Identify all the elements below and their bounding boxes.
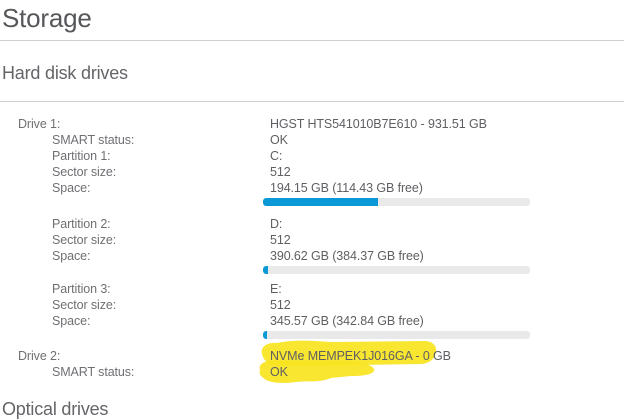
partition2-usage-bar: [263, 266, 530, 274]
partition2-label: Partition 2:: [52, 217, 111, 231]
partition3-space-value: 345.57 GB (342.84 GB free): [270, 314, 424, 328]
partition1-row: Partition 1: C:: [0, 148, 624, 164]
partition3-usage-bar-row: [0, 329, 624, 340]
divider-under-title: [0, 40, 624, 41]
partition3-row: Partition 3: E:: [0, 281, 624, 297]
drive2-label: Drive 2:: [18, 349, 61, 363]
sector-size-label: Sector size:: [52, 298, 117, 312]
page-title: Storage: [2, 3, 92, 33]
partition2-letter-value: D:: [270, 217, 283, 231]
sector-size-label: Sector size:: [52, 233, 117, 247]
partition1-label: Partition 1:: [52, 149, 111, 163]
partition2-sector-value: 512: [270, 233, 291, 247]
partition2-space-row: Space: 390.62 GB (384.37 GB free): [0, 248, 624, 264]
drive2-smart-value: OK: [270, 365, 288, 379]
partition2-sector-row: Sector size: 512: [0, 232, 624, 248]
drive2-model-value: NVMe MEMPEK1J016GA - 0 GB: [270, 349, 451, 363]
partition3-usage-bar: [263, 331, 530, 339]
partition3-sector-row: Sector size: 512: [0, 297, 624, 313]
partition2-usage-bar-row: [0, 264, 624, 275]
partition1-space-row: Space: 194.15 GB (114.43 GB free): [0, 180, 624, 196]
space-label: Space:: [52, 249, 91, 263]
smart-status-label: SMART status:: [52, 133, 135, 147]
divider-under-hdd-section: [0, 101, 624, 102]
partition3-usage-fill: [263, 331, 267, 339]
drive2-row: Drive 2: NVMe MEMPEK1J016GA - 0 GB: [0, 348, 624, 364]
partition1-sector-value: 512: [270, 165, 291, 179]
partition1-usage-bar-row: [0, 196, 624, 207]
partition1-usage-fill: [263, 198, 378, 206]
drive1-smart-value: OK: [270, 133, 288, 147]
space-label: Space:: [52, 181, 91, 195]
partition1-space-value: 194.15 GB (114.43 GB free): [270, 181, 423, 195]
partition2-usage-fill: [263, 266, 269, 274]
drive1-row: Drive 1: HGST HTS541010B7E610 - 931.51 G…: [0, 116, 624, 132]
drive2-smart-row: SMART status: OK: [0, 364, 624, 380]
sector-size-label: Sector size:: [52, 165, 117, 179]
space-label: Space:: [52, 314, 91, 328]
smart-status-label: SMART status:: [52, 365, 135, 379]
partition2-row: Partition 2: D:: [0, 216, 624, 232]
section-title-hard-disk-drives: Hard disk drives: [2, 63, 128, 83]
drive1-smart-row: SMART status: OK: [0, 132, 624, 148]
partition1-sector-row: Sector size: 512: [0, 164, 624, 180]
partition3-sector-value: 512: [270, 298, 291, 312]
partition3-label: Partition 3:: [52, 282, 111, 296]
partition2-space-value: 390.62 GB (384.37 GB free): [270, 249, 424, 263]
partition1-letter-value: C:: [270, 149, 283, 163]
drive1-label: Drive 1:: [18, 117, 61, 131]
partition3-letter-value: E:: [270, 282, 282, 296]
drives-details: Drive 1: HGST HTS541010B7E610 - 931.51 G…: [0, 116, 624, 380]
partition3-space-row: Space: 345.57 GB (342.84 GB free): [0, 313, 624, 329]
section-title-optical-drives: Optical drives: [2, 399, 109, 419]
partition1-usage-bar: [263, 198, 530, 206]
drive1-model-value: HGST HTS541010B7E610 - 931.51 GB: [270, 117, 487, 131]
